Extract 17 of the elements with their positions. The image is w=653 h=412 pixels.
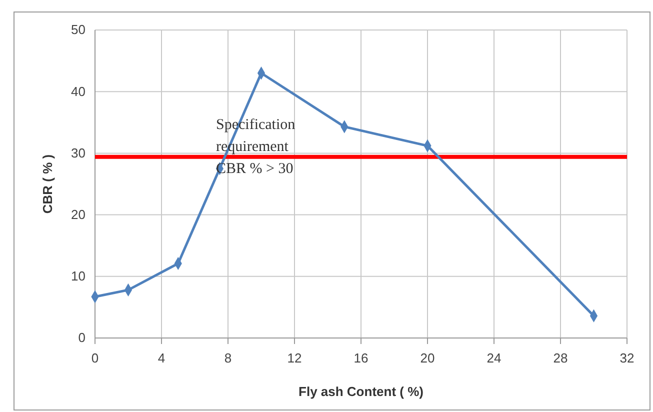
x-tick-label: 0 xyxy=(91,350,99,366)
x-tick-label: 4 xyxy=(158,350,166,366)
x-tick-label: 20 xyxy=(420,350,435,366)
y-tick-label: 20 xyxy=(71,206,86,222)
x-tick-label: 24 xyxy=(486,350,502,366)
y-tick-label: 30 xyxy=(71,145,86,160)
x-tick-label: 28 xyxy=(553,350,568,366)
x-axis-title: Fly ash Content ( %) xyxy=(298,384,424,399)
x-tick-label: 32 xyxy=(620,350,634,366)
x-tick-label: 12 xyxy=(287,350,302,366)
y-axis-title: CBR ( % ) xyxy=(40,154,55,214)
y-tick-label: 10 xyxy=(71,268,86,284)
x-tick-label: 16 xyxy=(354,350,368,366)
x-tick-label: 8 xyxy=(224,350,232,366)
y-tick-label: 50 xyxy=(71,22,86,38)
y-tick-label: 0 xyxy=(78,330,86,346)
y-tick-label: 40 xyxy=(71,84,86,99)
